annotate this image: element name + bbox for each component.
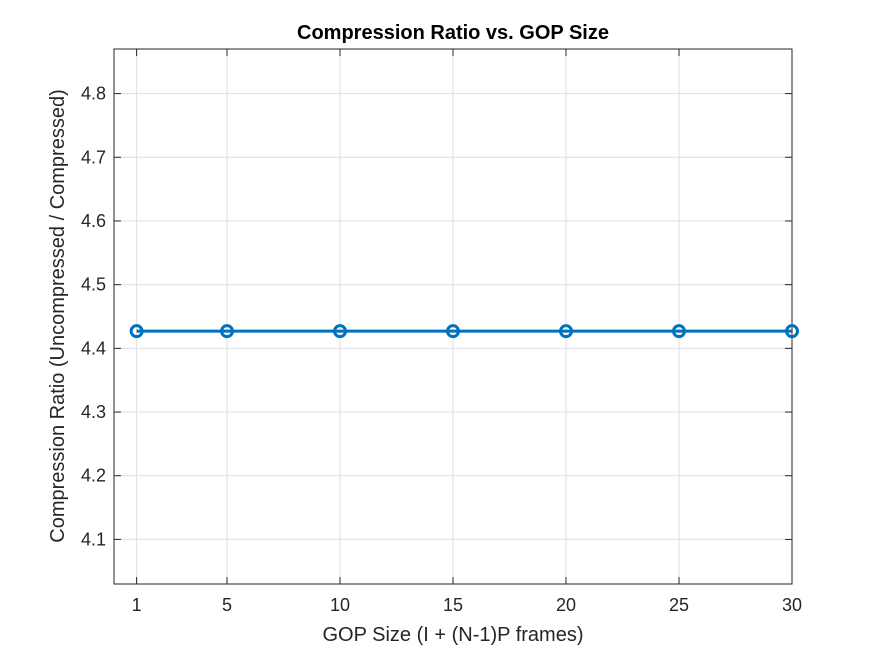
- data-point: [559, 324, 573, 339]
- x-tick-label: 20: [556, 595, 576, 615]
- x-axis-label: GOP Size (I + (N-1)P frames): [323, 624, 584, 646]
- data-point: [129, 324, 144, 339]
- chart-title: Compression Ratio vs. GOP Size: [297, 22, 609, 44]
- x-tick-label: 25: [669, 595, 689, 615]
- y-axis-label: Compression Ratio (Uncompressed / Compre…: [47, 89, 69, 543]
- x-tick-label: 1: [132, 595, 142, 615]
- y-tick-label: 4.3: [81, 402, 106, 422]
- axis-ticks: 1 5 10 15 20 25 304.14.24.34.44.54.64.74.8: [81, 49, 802, 615]
- x-tick-label: 30: [782, 595, 802, 615]
- data-point: [785, 324, 799, 339]
- x-tick-label: 15: [443, 595, 463, 615]
- data-point: [446, 324, 460, 339]
- grid: [114, 49, 793, 584]
- y-tick-label: 4.7: [81, 147, 106, 167]
- series: [129, 324, 799, 339]
- y-tick-label: 4.4: [81, 338, 106, 358]
- y-tick-label: 4.5: [81, 275, 106, 295]
- y-tick-label: 4.6: [81, 211, 106, 231]
- x-tick-label: 10: [330, 595, 350, 615]
- y-tick-label: 4.8: [81, 84, 106, 104]
- data-point: [672, 324, 686, 339]
- y-tick-label: 4.2: [81, 466, 106, 486]
- data-point: [220, 324, 234, 339]
- x-tick-label: 5: [222, 595, 232, 615]
- y-tick-label: 4.1: [81, 529, 106, 549]
- data-point: [333, 324, 347, 339]
